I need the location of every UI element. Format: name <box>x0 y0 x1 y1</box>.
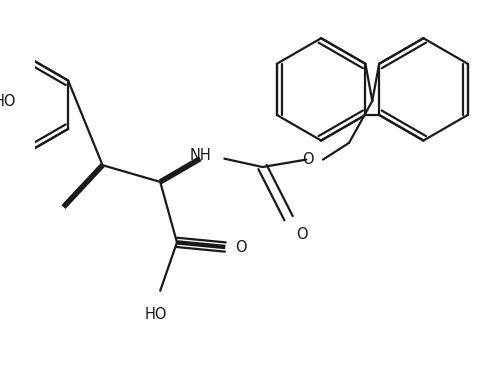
Text: NH: NH <box>189 148 211 164</box>
Text: O: O <box>302 152 313 167</box>
Text: O: O <box>235 240 246 255</box>
Text: HO: HO <box>0 94 16 110</box>
Text: O: O <box>296 228 308 243</box>
Text: HO: HO <box>144 308 167 322</box>
